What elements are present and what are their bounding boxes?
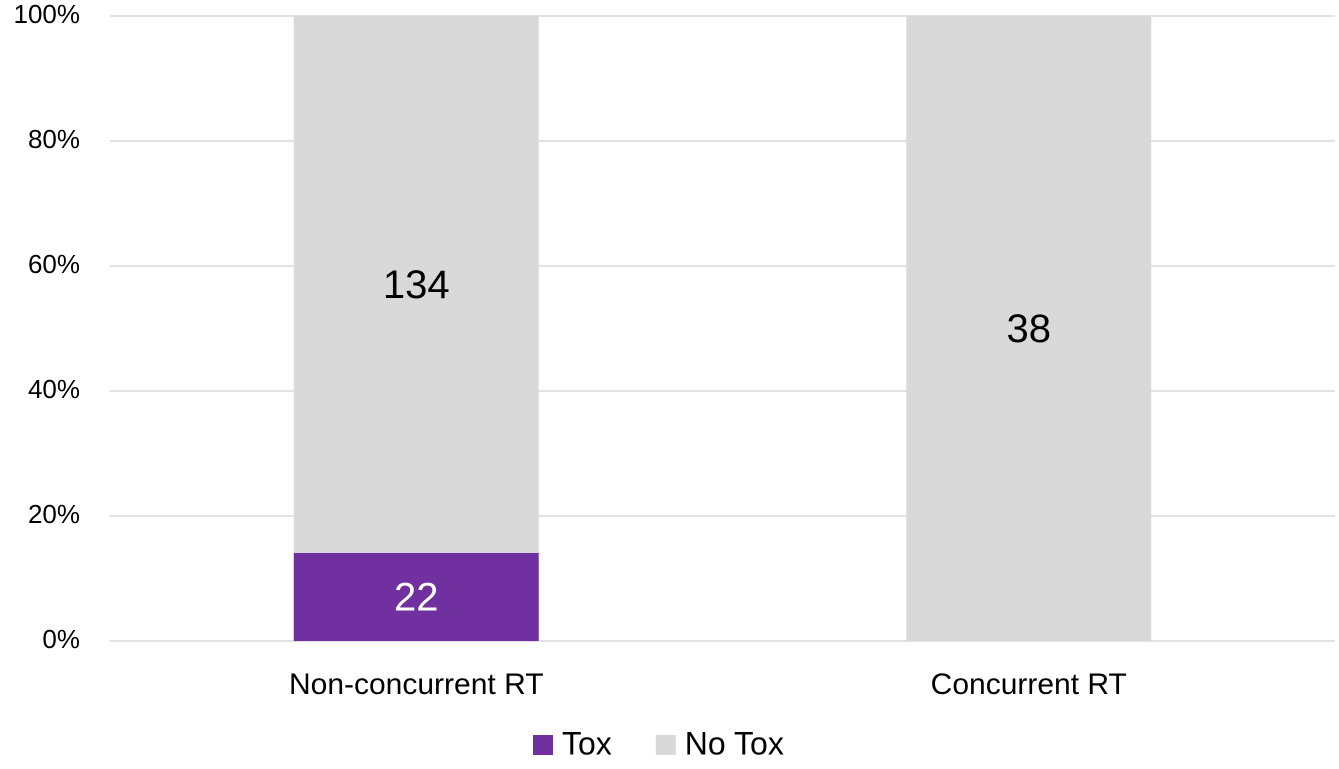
y-tick-label: 80% bbox=[28, 124, 80, 154]
data-label: 22 bbox=[394, 575, 439, 619]
y-tick-label: 100% bbox=[14, 0, 81, 29]
bar-segment bbox=[293, 16, 539, 553]
data-label: 38 bbox=[1007, 307, 1052, 351]
legend-swatch bbox=[533, 735, 553, 755]
bar-segment bbox=[293, 552, 539, 641]
x-tick-label: Non-concurrent RT bbox=[289, 668, 544, 701]
y-tick-label: 20% bbox=[28, 499, 80, 529]
legend-swatch bbox=[655, 735, 676, 755]
x-tick-label: Concurrent RT bbox=[931, 668, 1127, 701]
y-tick-label: 60% bbox=[28, 249, 80, 279]
legend-label: No Tox bbox=[685, 725, 784, 761]
data-label: 134 bbox=[383, 263, 450, 307]
y-tick-label: 0% bbox=[42, 624, 80, 654]
legend-label: Tox bbox=[562, 725, 612, 761]
y-tick-label: 40% bbox=[28, 374, 80, 404]
bar-segment bbox=[906, 16, 1152, 641]
